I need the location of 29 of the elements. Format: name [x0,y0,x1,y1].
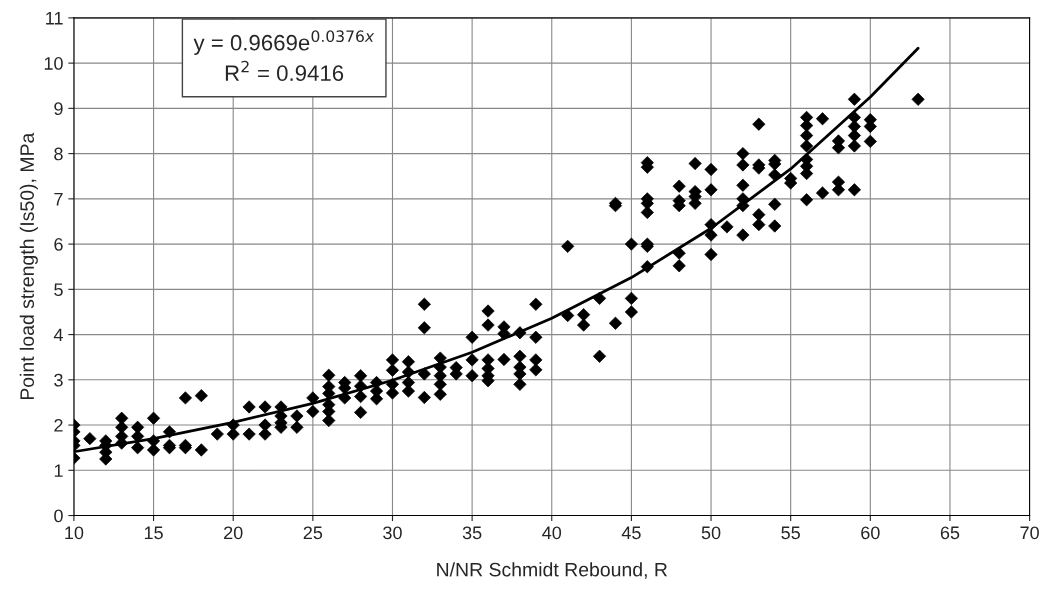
x-tick-label: 60 [861,526,880,540]
y-axis-title: Point load strength (Is50), MPa [19,132,38,400]
x-tick-label: 45 [621,526,641,540]
x-tick-label: 30 [383,526,402,540]
y-tick-label: 10 [44,57,63,70]
x-tick-label: 15 [144,526,163,540]
y-tick-label: 8 [54,147,63,161]
x-tick-label: 35 [462,526,482,540]
y-tick-label: 1 [54,464,63,477]
annotation: y = 0.9669e$^{0.0376x}$ [193,30,375,55]
y-tick-label: 2 [54,418,63,432]
x-tick-label: 65 [940,526,960,540]
x-tick-label: 40 [542,526,562,540]
y-tick-label: 3 [54,373,63,387]
x-tick-label: 25 [303,526,323,540]
y-tick-label: 5 [54,283,63,297]
x-tick-label: 50 [701,526,721,540]
y-tick-label: 6 [54,238,63,251]
x-tick-label: 20 [224,526,243,540]
annotation: R$^{2}$ = 0.9416 [225,60,344,82]
x-tick-label: 70 [1020,526,1039,540]
y-tick-label: 0 [54,509,63,523]
x-tick-label: 55 [781,526,800,540]
y-tick-label: 11 [46,12,63,25]
x-axis-title: N/NR Schmidt Rebound, R [437,562,668,579]
x-tick-label: 10 [65,526,84,540]
y-tick-label: 7 [54,192,63,206]
y-tick-label: 9 [54,102,63,116]
y-tick-label: 4 [53,328,63,342]
